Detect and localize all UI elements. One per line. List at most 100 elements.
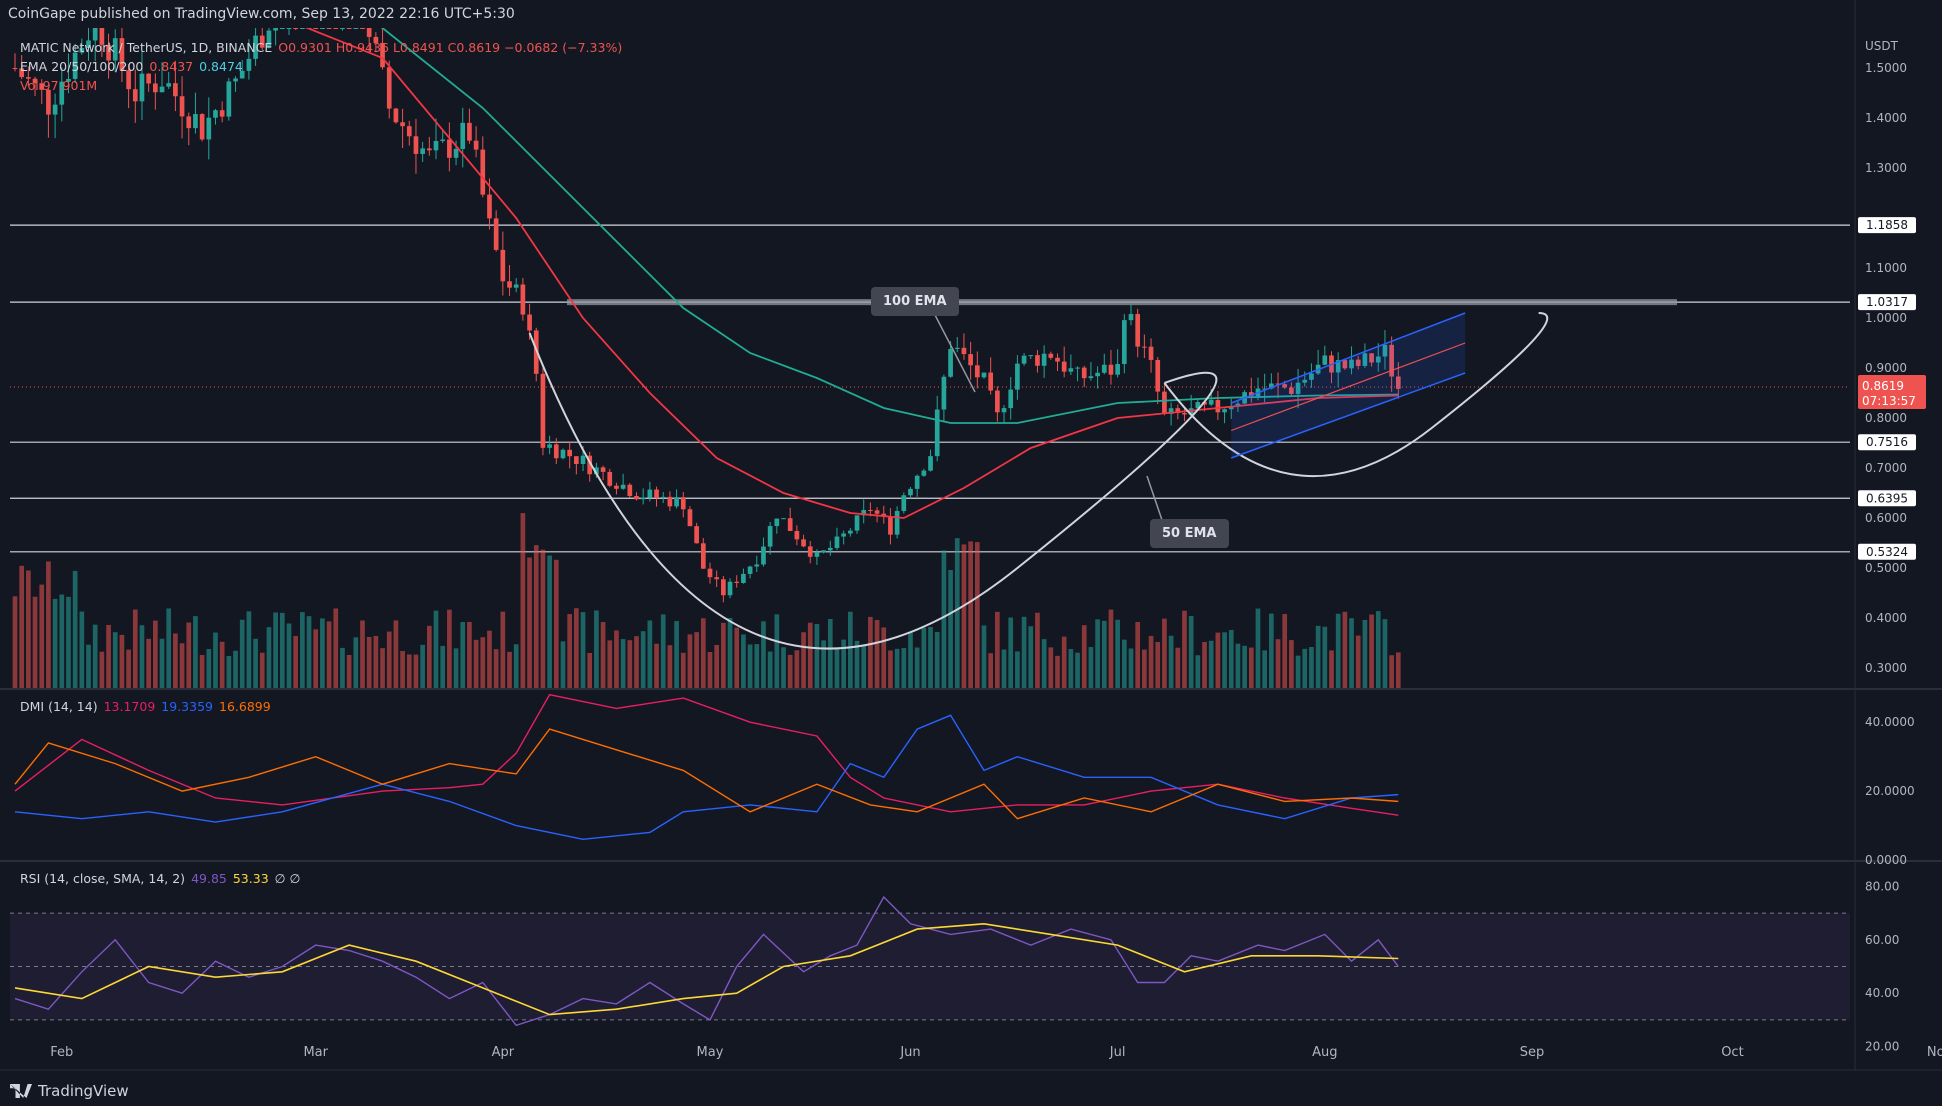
volume-bar xyxy=(286,623,292,688)
candle-body xyxy=(500,249,506,282)
candle-body xyxy=(654,489,659,498)
volume-bar xyxy=(246,611,252,688)
volume-bar xyxy=(1028,626,1034,688)
candle-body xyxy=(86,40,91,49)
volume-bar xyxy=(360,620,365,688)
candle-body xyxy=(1389,344,1394,377)
volume-bar xyxy=(1395,652,1401,688)
candle-body xyxy=(1302,379,1308,383)
volume-bar xyxy=(861,645,867,688)
volume-bar xyxy=(86,644,91,688)
volume-bar xyxy=(807,622,813,688)
candle-body xyxy=(233,78,238,82)
candle-body xyxy=(1081,367,1087,379)
candle-body xyxy=(1382,344,1388,357)
candle-body xyxy=(834,536,840,548)
price-tick-label: 1.3000 xyxy=(1865,161,1907,175)
volume-bar xyxy=(333,608,339,688)
volume-bar xyxy=(46,561,51,688)
volume-bar xyxy=(193,616,198,688)
volume-bar xyxy=(888,650,893,688)
volume-bar xyxy=(587,652,593,688)
candle-body xyxy=(106,44,111,61)
volume-bar xyxy=(213,632,218,688)
volume-bar xyxy=(219,641,225,688)
candle-body xyxy=(894,510,900,535)
candle-body xyxy=(193,114,198,129)
candle-body xyxy=(1135,314,1141,347)
volume-value: Vol 97.901M xyxy=(20,78,98,93)
volume-bar xyxy=(380,648,385,688)
volume-bar xyxy=(273,612,278,688)
volume-bar xyxy=(313,629,319,688)
candle-body xyxy=(480,149,486,195)
candle-body xyxy=(420,148,425,154)
candle-body xyxy=(346,28,352,29)
candle-body xyxy=(968,354,973,366)
volume-bar xyxy=(894,648,900,688)
candle-body xyxy=(961,347,967,355)
rsi-value: 49.85 xyxy=(191,871,227,886)
volume-bar xyxy=(99,651,105,688)
ema100-annotation: 100 EMA xyxy=(871,287,959,316)
candle-body xyxy=(674,497,679,507)
price-tick-label: 1.5000 xyxy=(1865,61,1907,75)
volume-bar xyxy=(834,647,840,688)
candle-body xyxy=(921,470,927,476)
volume-bar xyxy=(39,584,45,688)
volume-bar xyxy=(1202,641,1207,688)
volume-bar xyxy=(827,618,833,688)
level-label-box xyxy=(1858,217,1916,234)
volume-bar xyxy=(386,631,392,688)
ema50-pointer xyxy=(1146,475,1163,521)
volume-bar xyxy=(1242,645,1247,688)
rsi-ma-value: 53.33 xyxy=(232,871,269,886)
volume-bar xyxy=(794,650,800,688)
volume-bar xyxy=(1035,612,1040,688)
volume-bar xyxy=(1135,621,1141,688)
candle-body xyxy=(213,110,218,118)
volume-bar xyxy=(841,639,846,688)
volume-bar xyxy=(1148,635,1154,688)
volume-bar xyxy=(166,608,172,688)
candle-body xyxy=(1028,355,1034,357)
candle-body xyxy=(453,148,459,158)
volume-bar xyxy=(868,616,873,688)
candle-body xyxy=(467,122,472,141)
volume-legend: Vol 97.901M xyxy=(20,78,103,93)
candle-body xyxy=(206,117,212,140)
symbol-name: MATIC Network / TetherUS, 1D, BINANCE xyxy=(20,40,273,55)
candle-body xyxy=(333,28,339,29)
candle-body xyxy=(707,568,713,578)
volume-bar xyxy=(1302,648,1308,688)
candle-body xyxy=(59,81,65,105)
candle-body xyxy=(1282,384,1288,388)
volume-bar xyxy=(520,513,526,688)
rsi-tick-label: 40.00 xyxy=(1865,986,1899,1000)
candle-body xyxy=(152,83,158,93)
candle-body xyxy=(1395,376,1401,389)
candle-body xyxy=(714,577,720,580)
candle-body xyxy=(1075,367,1080,369)
candle-body xyxy=(881,513,887,517)
rsi-tick-label: 20.00 xyxy=(1865,1040,1899,1054)
volume-bar xyxy=(901,648,907,688)
volume-bar xyxy=(1235,643,1241,688)
candle-body xyxy=(493,218,499,250)
tradingview-logo-icon xyxy=(10,1084,32,1098)
candle-body xyxy=(995,390,1000,413)
volume-bar xyxy=(1188,616,1194,688)
price-tick-label: 0.5000 xyxy=(1865,561,1907,575)
volume-bar xyxy=(1041,639,1047,688)
volume-bar xyxy=(293,636,299,688)
volume-bar xyxy=(12,596,18,688)
candle-body xyxy=(1182,413,1187,415)
volume-bar xyxy=(146,638,151,688)
volume-bar xyxy=(112,632,118,688)
volume-bar xyxy=(1108,609,1114,688)
candle-body xyxy=(1061,361,1067,372)
volume-bar xyxy=(1335,613,1341,688)
volume-bar xyxy=(961,544,967,688)
channel-mid-line xyxy=(1231,342,1466,432)
